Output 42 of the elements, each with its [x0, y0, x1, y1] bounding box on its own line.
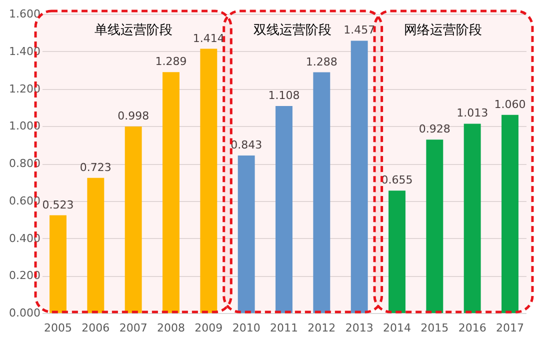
bar — [50, 215, 66, 313]
bar — [350, 40, 368, 313]
band-label: 网络运营阶段 — [404, 23, 482, 38]
data-label: 1.457 — [344, 24, 376, 37]
bar — [313, 72, 330, 313]
x-tick-label: 2011 — [270, 322, 298, 334]
x-tick-label: 2005 — [44, 322, 72, 334]
bar — [162, 72, 180, 313]
x-tick-label: 2012 — [308, 322, 336, 334]
data-label: 0.843 — [230, 138, 262, 152]
bar — [502, 114, 518, 313]
x-tick-label: 2008 — [157, 322, 186, 334]
x-tick-label: 2017 — [496, 322, 524, 334]
y-tick-label: 1.600 — [9, 8, 40, 20]
y-tick-label: 0.000 — [9, 306, 40, 320]
band-label: 单线运营阶段 — [94, 23, 172, 38]
bar — [238, 155, 255, 313]
data-label: 1.289 — [155, 55, 187, 68]
bar — [200, 48, 218, 313]
x-tick-label: 2010 — [232, 322, 260, 334]
data-label: 1.108 — [268, 88, 300, 102]
x-tick-label: 2015 — [420, 322, 449, 334]
x-tick-label: 2013 — [345, 322, 374, 334]
x-tick-label: 2007 — [119, 322, 148, 334]
bar — [388, 190, 406, 313]
bar — [276, 106, 292, 313]
x-tick-label: 2014 — [382, 322, 411, 334]
data-label: 1.288 — [306, 55, 338, 68]
data-label: 0.928 — [418, 122, 450, 136]
bar — [87, 178, 104, 313]
band-label: 双线运营阶段 — [253, 23, 332, 38]
data-label: 1.060 — [494, 98, 526, 111]
data-label: 0.523 — [42, 198, 74, 212]
bar — [426, 140, 444, 313]
data-label: 0.998 — [118, 110, 150, 122]
data-label: 1.013 — [456, 106, 488, 120]
bar — [464, 124, 481, 313]
bar — [124, 126, 142, 313]
x-tick-label: 2009 — [194, 322, 223, 334]
x-tick-label: 2016 — [458, 322, 486, 334]
data-label: 0.723 — [80, 160, 112, 174]
x-tick-label: 2006 — [82, 322, 110, 334]
